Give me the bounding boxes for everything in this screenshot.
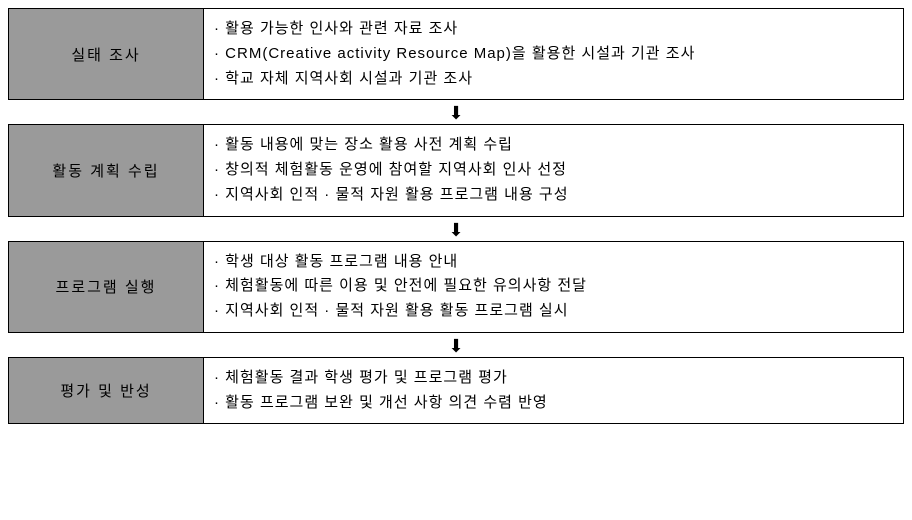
flow-step-label: 프로그램 실행	[9, 242, 204, 332]
flow-step-item: 활용 가능한 인사와 관련 자료 조사	[214, 17, 893, 42]
flow-step-content: 활동 내용에 맞는 장소 활용 사전 계획 수립창의적 체험활동 운영에 참여할…	[204, 125, 903, 215]
flow-step-item: 학교 자체 지역사회 시설과 기관 조사	[214, 67, 893, 92]
flow-step-item: 활동 내용에 맞는 장소 활용 사전 계획 수립	[214, 133, 893, 158]
flow-step: 실태 조사활용 가능한 인사와 관련 자료 조사CRM(Creative act…	[8, 8, 904, 100]
flow-step-content: 학생 대상 활동 프로그램 내용 안내체험활동에 따른 이용 및 안전에 필요한…	[204, 242, 903, 332]
flow-step-label: 활동 계획 수립	[9, 125, 204, 215]
flow-step-label: 평가 및 반성	[9, 358, 204, 424]
flow-step: 프로그램 실행학생 대상 활동 프로그램 내용 안내체험활동에 따른 이용 및 …	[8, 241, 904, 333]
down-arrow-icon: ⬇	[8, 100, 904, 124]
down-arrow-icon: ⬇	[8, 333, 904, 357]
flow-step-label: 실태 조사	[9, 9, 204, 99]
flow-step-item: 활동 프로그램 보완 및 개선 사항 의견 수렴 반영	[214, 391, 893, 416]
down-arrow-icon: ⬇	[8, 217, 904, 241]
flow-step-item: 지역사회 인적 · 물적 자원 활용 프로그램 내용 구성	[214, 183, 893, 208]
flow-step-item: 학생 대상 활동 프로그램 내용 안내	[214, 250, 893, 275]
flow-step-item: 체험활동 결과 학생 평가 및 프로그램 평가	[214, 366, 893, 391]
flow-step: 활동 계획 수립활동 내용에 맞는 장소 활용 사전 계획 수립창의적 체험활동…	[8, 124, 904, 216]
flow-step-content: 활용 가능한 인사와 관련 자료 조사CRM(Creative activity…	[204, 9, 903, 99]
flow-step: 평가 및 반성체험활동 결과 학생 평가 및 프로그램 평가활동 프로그램 보완…	[8, 357, 904, 425]
flow-step-item: 창의적 체험활동 운영에 참여할 지역사회 인사 선정	[214, 158, 893, 183]
flow-step-content: 체험활동 결과 학생 평가 및 프로그램 평가활동 프로그램 보완 및 개선 사…	[204, 358, 903, 424]
flow-step-item: 체험활동에 따른 이용 및 안전에 필요한 유의사항 전달	[214, 274, 893, 299]
flow-step-item: CRM(Creative activity Resource Map)을 활용한…	[214, 42, 893, 67]
flow-step-item: 지역사회 인적 · 물적 자원 활용 활동 프로그램 실시	[214, 299, 893, 324]
process-flowchart: 실태 조사활용 가능한 인사와 관련 자료 조사CRM(Creative act…	[8, 8, 904, 424]
